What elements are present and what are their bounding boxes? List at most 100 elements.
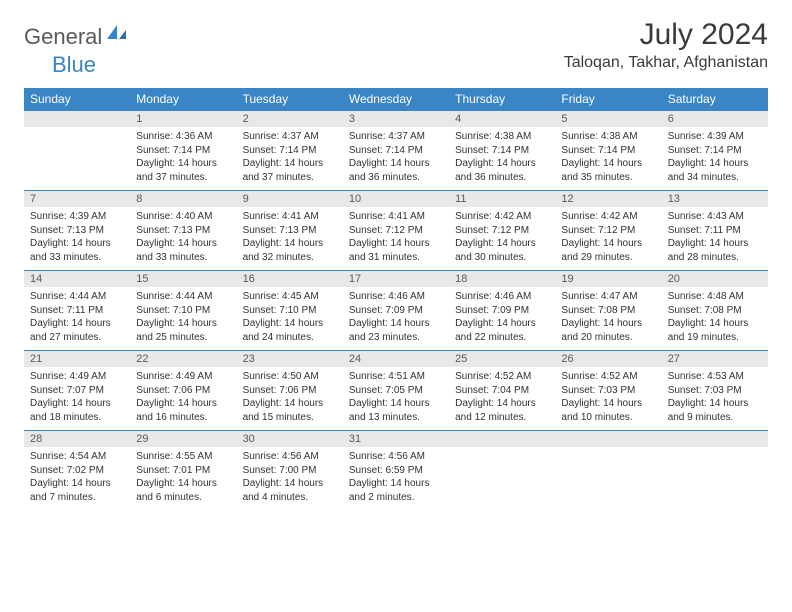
sunset-text: Sunset: 7:09 PM [455, 304, 549, 318]
brand-part1: General [24, 24, 102, 50]
daylight2-text: and 30 minutes. [455, 251, 549, 265]
daylight2-text: and 15 minutes. [243, 411, 337, 425]
daylight2-text: and 24 minutes. [243, 331, 337, 345]
daylight1-text: Daylight: 14 hours [455, 157, 549, 171]
day-cell: Sunrise: 4:51 AMSunset: 7:05 PMDaylight:… [343, 367, 449, 431]
brand-part2: Blue [52, 52, 96, 78]
day-number: 28 [24, 431, 130, 448]
day-header: Tuesday [237, 88, 343, 111]
day-number: 5 [555, 111, 661, 128]
day-number: 23 [237, 351, 343, 368]
day-number: 14 [24, 271, 130, 288]
daylight2-text: and 32 minutes. [243, 251, 337, 265]
day-number: 1 [130, 111, 236, 128]
sunset-text: Sunset: 7:03 PM [668, 384, 762, 398]
sunset-text: Sunset: 7:06 PM [136, 384, 230, 398]
day-number: 26 [555, 351, 661, 368]
day-cell: Sunrise: 4:55 AMSunset: 7:01 PMDaylight:… [130, 447, 236, 510]
day-cell: Sunrise: 4:39 AMSunset: 7:13 PMDaylight:… [24, 207, 130, 271]
day-cell: Sunrise: 4:37 AMSunset: 7:14 PMDaylight:… [237, 127, 343, 191]
sunset-text: Sunset: 7:12 PM [349, 224, 443, 238]
sunset-text: Sunset: 7:13 PM [243, 224, 337, 238]
daylight2-text: and 2 minutes. [349, 491, 443, 505]
daylight1-text: Daylight: 14 hours [243, 157, 337, 171]
daylight1-text: Daylight: 14 hours [561, 237, 655, 251]
daylight1-text: Daylight: 14 hours [455, 397, 549, 411]
sunrise-text: Sunrise: 4:52 AM [455, 370, 549, 384]
day-cell: Sunrise: 4:45 AMSunset: 7:10 PMDaylight:… [237, 287, 343, 351]
sunrise-text: Sunrise: 4:55 AM [136, 450, 230, 464]
sunrise-text: Sunrise: 4:39 AM [30, 210, 124, 224]
sunrise-text: Sunrise: 4:44 AM [30, 290, 124, 304]
day-number: 30 [237, 431, 343, 448]
day-cell: Sunrise: 4:53 AMSunset: 7:03 PMDaylight:… [662, 367, 768, 431]
sunset-text: Sunset: 7:10 PM [136, 304, 230, 318]
sunset-text: Sunset: 7:14 PM [561, 144, 655, 158]
daylight2-text: and 9 minutes. [668, 411, 762, 425]
daylight1-text: Daylight: 14 hours [455, 317, 549, 331]
daylight2-text: and 35 minutes. [561, 171, 655, 185]
daylight2-text: and 16 minutes. [136, 411, 230, 425]
day-number: 27 [662, 351, 768, 368]
day-header: Thursday [449, 88, 555, 111]
day-number: 6 [662, 111, 768, 128]
day-number: 11 [449, 191, 555, 208]
sunrise-text: Sunrise: 4:40 AM [136, 210, 230, 224]
sunset-text: Sunset: 7:11 PM [30, 304, 124, 318]
day-cell: Sunrise: 4:47 AMSunset: 7:08 PMDaylight:… [555, 287, 661, 351]
sunrise-text: Sunrise: 4:49 AM [30, 370, 124, 384]
daylight1-text: Daylight: 14 hours [30, 397, 124, 411]
day-header: Saturday [662, 88, 768, 111]
sunrise-text: Sunrise: 4:56 AM [243, 450, 337, 464]
daylight2-text: and 13 minutes. [349, 411, 443, 425]
sunset-text: Sunset: 7:07 PM [30, 384, 124, 398]
daylight1-text: Daylight: 14 hours [668, 157, 762, 171]
daylight2-text: and 31 minutes. [349, 251, 443, 265]
sunset-text: Sunset: 7:14 PM [243, 144, 337, 158]
daylight2-text: and 22 minutes. [455, 331, 549, 345]
daylight2-text: and 18 minutes. [30, 411, 124, 425]
daynum-row: 21222324252627 [24, 351, 768, 368]
sunrise-text: Sunrise: 4:38 AM [561, 130, 655, 144]
daylight1-text: Daylight: 14 hours [561, 397, 655, 411]
daylight2-text: and 10 minutes. [561, 411, 655, 425]
sunset-text: Sunset: 7:08 PM [561, 304, 655, 318]
day-header: Sunday [24, 88, 130, 111]
day-number: 31 [343, 431, 449, 448]
day-number: 19 [555, 271, 661, 288]
day-cell: Sunrise: 4:41 AMSunset: 7:13 PMDaylight:… [237, 207, 343, 271]
daylight2-text: and 27 minutes. [30, 331, 124, 345]
day-cell: Sunrise: 4:54 AMSunset: 7:02 PMDaylight:… [24, 447, 130, 510]
content-row: Sunrise: 4:44 AMSunset: 7:11 PM Daylight:… [24, 287, 768, 351]
day-number: 9 [237, 191, 343, 208]
daylight2-text: and 25 minutes. [136, 331, 230, 345]
daylight1-text: Daylight: 14 hours [668, 237, 762, 251]
location-label: Taloqan, Takhar, Afghanistan [564, 54, 768, 72]
daylight1-text: Daylight: 14 hours [349, 477, 443, 491]
daylight2-text: and 6 minutes. [136, 491, 230, 505]
day-cell: Sunrise: 4:46 AMSunset: 7:09 PMDaylight:… [343, 287, 449, 351]
brand-logo: General [24, 24, 128, 50]
daylight2-text: and 19 minutes. [668, 331, 762, 345]
daylight1-text: Daylight: 14 hours [349, 317, 443, 331]
day-cell: Sunrise: 4:38 AMSunset: 7:14 PMDaylight:… [449, 127, 555, 191]
daylight2-text: and 28 minutes. [668, 251, 762, 265]
day-cell: Sunrise: 4:49 AMSunset: 7:07 PMDaylight:… [24, 367, 130, 431]
sunset-text: Sunset: 7:14 PM [455, 144, 549, 158]
daylight1-text: Daylight: 14 hours [668, 317, 762, 331]
day-cell: Sunrise: 4:52 AMSunset: 7:03 PMDaylight:… [555, 367, 661, 431]
daylight1-text: Daylight: 14 hours [243, 237, 337, 251]
day-number: 4 [449, 111, 555, 128]
sunset-text: Sunset: 7:12 PM [561, 224, 655, 238]
day-number: 8 [130, 191, 236, 208]
daylight1-text: Daylight: 14 hours [136, 477, 230, 491]
daynum-row: 14151617181920 [24, 271, 768, 288]
day-cell [662, 447, 768, 510]
daylight2-text: and 12 minutes. [455, 411, 549, 425]
day-number: 21 [24, 351, 130, 368]
content-row: Sunrise: 4:54 AMSunset: 7:02 PMDaylight:… [24, 447, 768, 510]
sunrise-text: Sunrise: 4:46 AM [455, 290, 549, 304]
day-cell: Sunrise: 4:44 AMSunset: 7:10 PMDaylight:… [130, 287, 236, 351]
content-row: Sunrise: 4:39 AMSunset: 7:13 PMDaylight:… [24, 207, 768, 271]
day-cell: Sunrise: 4:44 AMSunset: 7:11 PMDaylight:… [24, 287, 130, 351]
